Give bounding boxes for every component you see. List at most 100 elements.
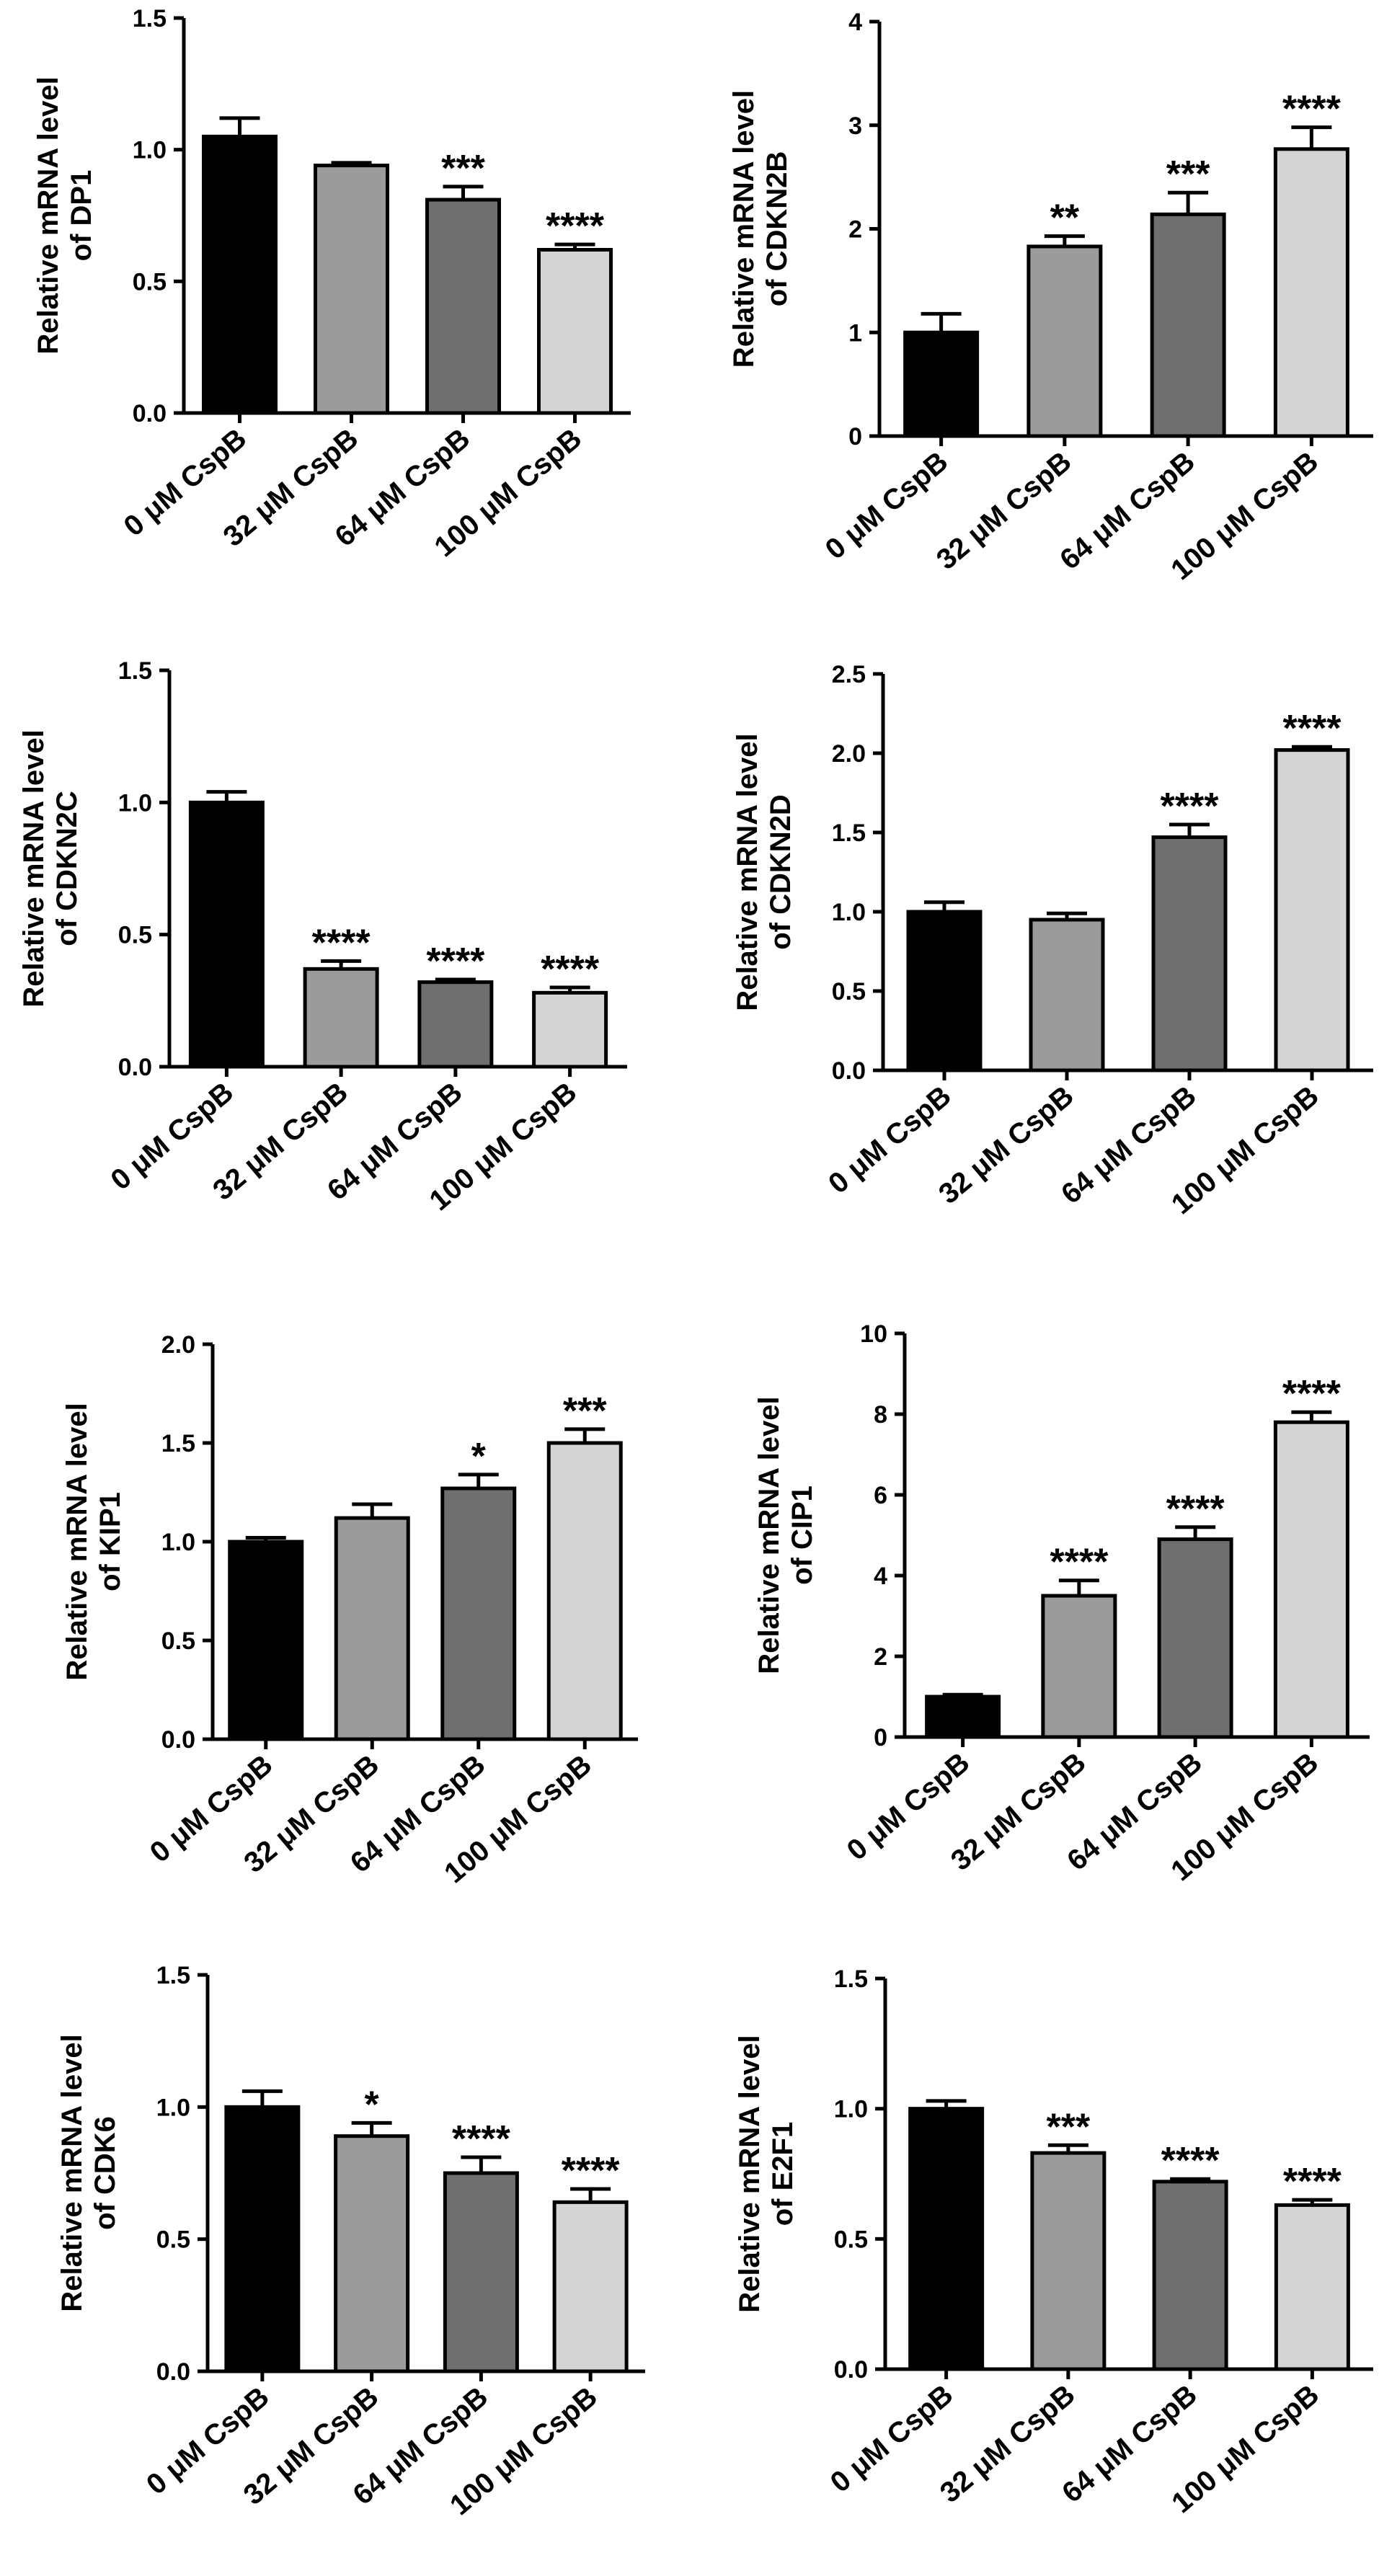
bar [532,990,608,1069]
chart-panel-7: 0 μM CspB*32 μM CspB****64 μM CspB****10… [56,1962,645,2521]
bar [1273,147,1349,438]
y-tick-label: 1.5 [834,1966,868,1993]
y-tick-label: 8 [874,1401,887,1429]
significance-label: **** [1166,1488,1225,1530]
significance-label: * [471,1436,487,1478]
bar [417,980,494,1069]
y-axis-label: Relative mRNA level [734,2035,766,2312]
bar [188,800,265,1069]
significance-label: *** [1047,2106,1091,2148]
significance-label: *** [563,1390,607,1432]
significance-label: **** [1283,708,1342,750]
y-axis-label: Relative mRNA level [732,733,763,1011]
bar [1151,835,1228,1072]
bar [1041,1594,1117,1739]
y-tick-label: 1.5 [161,1430,195,1457]
y-tick-label: 6 [874,1482,887,1509]
bar [443,2171,519,2373]
significance-label: **** [1050,1542,1109,1584]
y-axis-label: Relative mRNA level [753,1396,785,1674]
y-axis-label: Relative mRNA level [56,2034,88,2311]
y-tick-label: 0.0 [118,1054,152,1081]
y-tick-label: 1.5 [133,5,167,32]
y-axis-label: of CIP1 [786,1485,818,1585]
y-tick-label: 0 [848,423,862,450]
bar [334,1516,410,1741]
y-axis-label: of DP1 [66,170,97,262]
significance-label: **** [426,941,485,982]
y-tick-label: 4 [848,9,862,36]
y-tick-label: 1 [848,319,862,347]
bar [440,1486,517,1741]
y-tick-label: 2 [848,216,862,244]
chart-panel-3: 0 μM CspB****32 μM CspB****64 μM CspB***… [18,657,627,1217]
y-tick-label: 1.5 [156,1962,190,1989]
y-axis-label: of E2F1 [767,2122,799,2226]
bar [537,247,613,415]
y-axis-label: of CDK6 [89,2116,121,2230]
significance-label: **** [312,922,371,964]
y-axis-label: of CDKN2D [765,794,797,950]
y-tick-label: 0.0 [834,2356,868,2384]
bar [552,2200,629,2373]
bar [1027,244,1103,438]
y-axis-label: Relative mRNA level [728,90,760,368]
x-tick-label: 32 μM CspB [931,445,1078,576]
bar [1274,2203,1350,2371]
y-tick-label: 2 [874,1643,887,1671]
y-tick-label: 1.0 [161,1529,195,1556]
y-tick-label: 1.5 [118,657,152,685]
bar [202,134,278,415]
chart-panel-2: 0 μM CspB**32 μM CspB***64 μM CspB****10… [728,9,1373,586]
significance-label: **** [1282,1373,1342,1415]
chart-panel-6: 0 μM CspB****32 μM CspB****64 μM CspB***… [753,1320,1370,1887]
bar [906,910,983,1072]
significance-label: **** [1283,2161,1342,2203]
significance-label: **** [452,2118,511,2160]
y-tick-label: 1.0 [118,789,152,817]
bar [908,2107,985,2371]
y-tick-label: 1.0 [834,2096,868,2123]
bar [314,164,389,415]
bar [1029,918,1105,1072]
chart-panel-8: 0 μM CspB***32 μM CspB****64 μM CspB****… [734,1966,1373,2519]
y-axis-label: Relative mRNA level [32,76,64,354]
y-tick-label: 4 [874,1563,887,1590]
x-tick-label: 32 μM CspB [934,2379,1081,2509]
bar [425,197,501,415]
bar [224,2105,301,2373]
y-tick-label: 0.5 [118,922,152,949]
y-axis-label: of KIP1 [94,1492,126,1591]
y-tick-label: 1.5 [832,820,866,847]
y-tick-label: 0.5 [834,2226,868,2253]
significance-label: * [365,2084,380,2126]
y-tick-label: 0.5 [832,978,866,1005]
significance-label: **** [546,205,605,247]
y-tick-label: 2.5 [832,661,866,688]
significance-label: **** [1161,2140,1220,2182]
y-tick-label: 1.0 [133,137,167,164]
y-axis-label: of CDKN2B [761,151,793,307]
y-tick-label: 0.0 [133,400,167,427]
x-tick-label: 32 μM CspB [933,1080,1080,1210]
bar [228,1540,304,1741]
significance-label: *** [1166,154,1210,195]
significance-label: **** [1161,786,1220,827]
significance-label: ** [1050,197,1080,239]
y-tick-label: 0.0 [832,1057,866,1085]
y-tick-label: 2.0 [832,740,866,768]
bar [925,1695,1001,1739]
significance-label: *** [441,148,485,190]
bar [1152,2180,1228,2371]
y-axis-label: Relative mRNA level [61,1403,93,1680]
y-tick-label: 2.0 [161,1331,195,1359]
x-tick-label: 0 μM CspB [820,445,954,566]
significance-label: **** [541,949,600,990]
y-axis-label: of CDKN2C [51,791,83,946]
bar [903,330,980,438]
y-tick-label: 0.0 [161,1726,195,1754]
